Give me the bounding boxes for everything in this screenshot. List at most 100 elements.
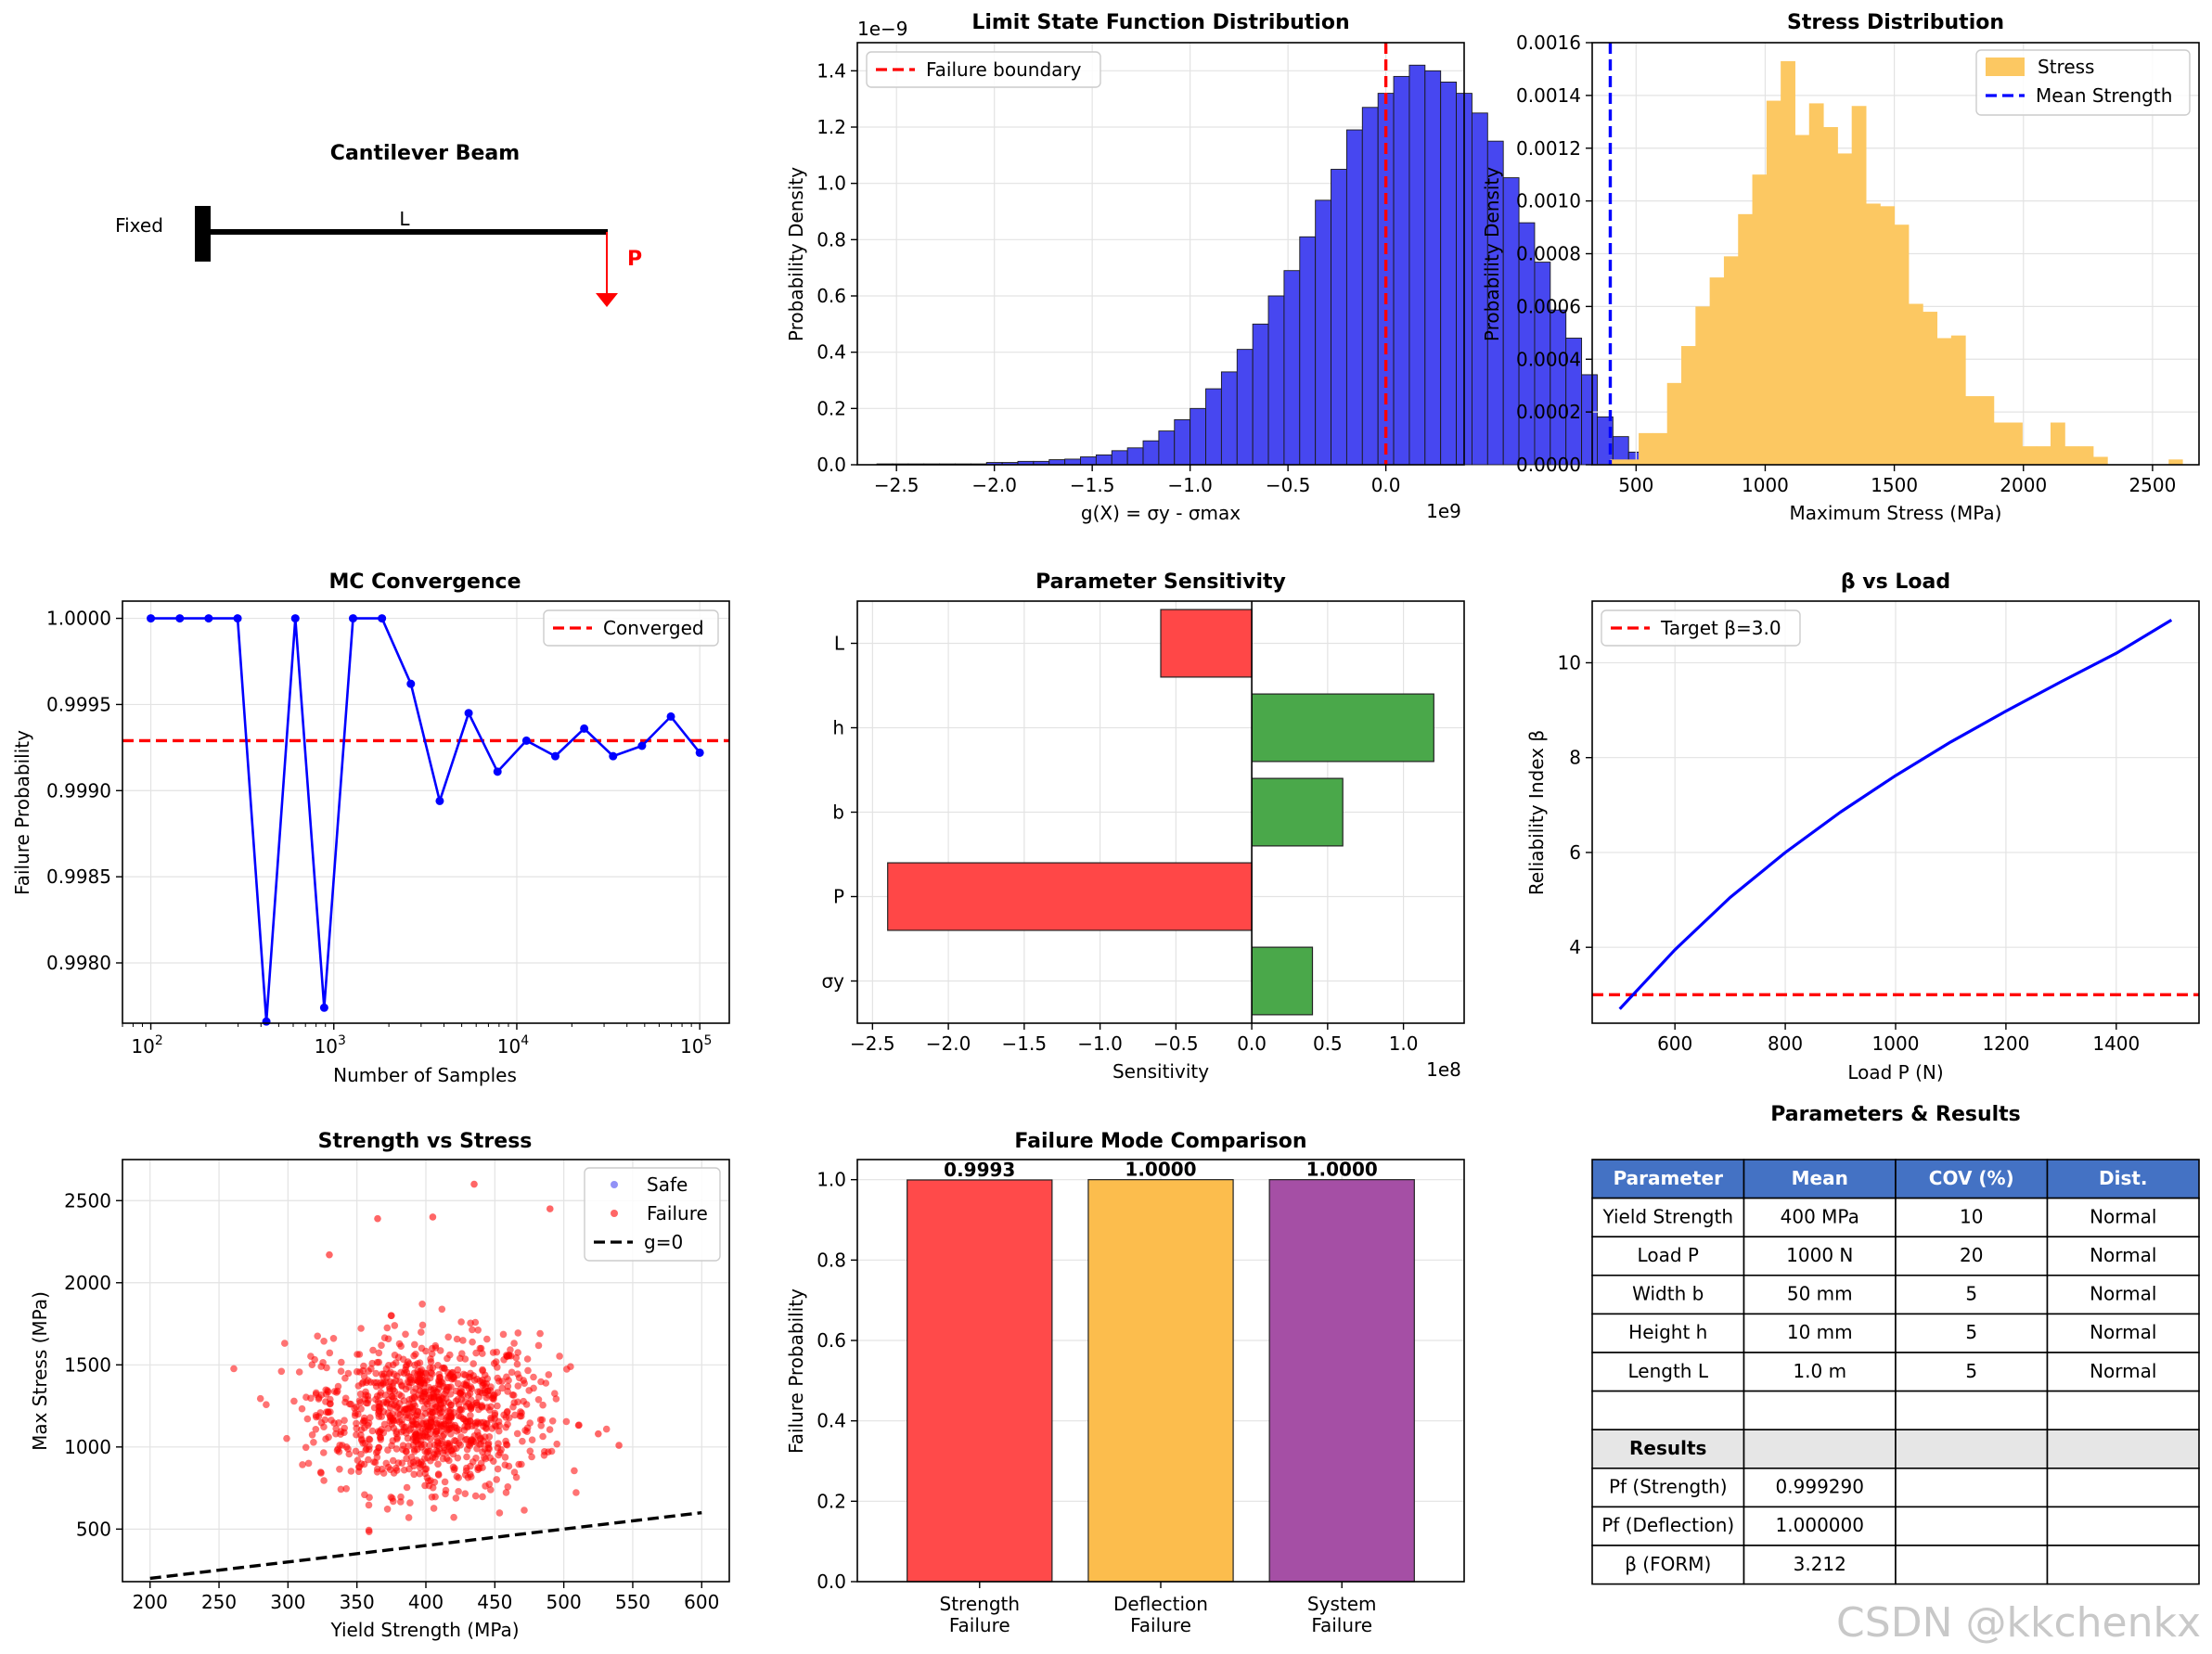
failure-point [452,1494,460,1502]
failure-point [542,1379,550,1387]
sensitivity-category-label: P [833,886,844,908]
failure-point [508,1368,516,1377]
limit-state-frame [856,42,1465,466]
stress-y-tick-label: 0.0006 [1516,295,1581,317]
table-cell-value: 400 MPa [1781,1205,1859,1227]
failure-point [337,1485,345,1494]
failure-point [379,1429,388,1437]
failure-point [406,1499,414,1507]
failure-point [453,1428,461,1435]
failure-point [474,1388,482,1396]
failure-point [359,1418,367,1427]
failure-point [378,1341,385,1350]
failure-point [615,1442,623,1449]
failure-point [524,1366,532,1375]
stress-histogram-bar [1639,432,1653,465]
limit-state-x-tick-label: −1.5 [1070,474,1115,496]
failure-point [403,1448,410,1455]
histogram-bar [1267,295,1285,466]
histogram-bar [1095,454,1112,466]
stress-histogram-bar [1950,335,1966,465]
limit-state-title: Limit State Function Distribution [971,11,1349,34]
stress-histogram-bar [2064,446,2080,465]
failure-point [453,1335,461,1343]
failure-point [326,1250,333,1259]
failure-point [397,1498,405,1506]
failure-point [372,1369,380,1378]
failure-point [455,1488,462,1495]
failure-point [445,1442,453,1451]
table-cell [1591,1352,1745,1392]
table-cell [1895,1468,2049,1508]
failure-point [479,1448,486,1456]
stress-x-tick-label: 1500 [1871,474,1918,496]
failure-point [534,1396,543,1404]
scatter-y-tick-label: 500 [76,1518,111,1540]
failure-point [429,1483,437,1492]
failure-point [449,1450,457,1458]
table-cell-value: Pf (Strength) [1609,1476,1728,1498]
failure-point [315,1393,323,1402]
failure-point [357,1460,366,1468]
limit-state-x-tick-label: −2.0 [971,474,1017,496]
table-cell [1895,1236,2049,1276]
histogram-bar [1048,459,1066,466]
failure-point [453,1472,461,1481]
failure-point [408,1421,416,1429]
failure-mode-bar [1087,1179,1234,1583]
failure-point [525,1387,533,1394]
failure-point [320,1338,328,1345]
sensitivity-x-tick-label: 1.0 [1389,1032,1419,1055]
table-cell-value: 0.999290 [1776,1476,1864,1498]
table-cell-value: 3.212 [1794,1553,1846,1575]
failure-point [388,1392,395,1400]
convergence-line [150,617,701,1022]
failure-point [386,1417,394,1425]
table-cell-value: Load P [1638,1244,1699,1266]
beta-y-tick-label: 4 [1569,936,1581,958]
table-cell-value: Normal [2090,1283,2156,1305]
failure-point [477,1434,484,1442]
failure-point [545,1371,553,1378]
histogram-bar [1283,270,1301,466]
table-cell-value: 1000 N [1786,1244,1853,1266]
failure-point [506,1414,513,1422]
stress-histogram-bar [1993,422,2009,465]
failure-point [481,1454,488,1461]
failure-point [514,1349,521,1356]
failure-mode-category-label: Strength [940,1593,1021,1615]
failure-point [472,1349,480,1357]
scatter-y-tick-label: 1500 [64,1353,111,1376]
failure-point [508,1391,517,1399]
sensitivity-x-tick-label: −0.5 [1153,1032,1199,1055]
table-cell [1743,1275,1897,1315]
stress-histogram-bar [1766,100,1781,465]
failure-point [352,1447,360,1455]
convergence-point [319,1003,328,1012]
failure-point [426,1442,433,1449]
limit-state-y-tick-label: 0.4 [817,341,846,364]
failure-point [477,1344,485,1353]
failure-point [304,1459,313,1468]
stress-histogram-bar [1738,213,1754,465]
failure-point [353,1425,361,1432]
failure-point [481,1371,489,1379]
convergence-title: MC Convergence [328,571,521,594]
table-cell [2046,1506,2200,1546]
table-cell-value: Length L [1628,1360,1709,1382]
failure-point [365,1367,372,1375]
failure-point [354,1351,361,1358]
failure-point [341,1394,350,1403]
failure-point [312,1426,320,1433]
failure-point [551,1390,559,1397]
table-cell [2046,1197,2200,1237]
convergence-point [378,614,387,623]
scatter-x-tick-label: 400 [408,1591,444,1613]
failure-point [392,1377,400,1384]
stress-histogram-bar [1865,203,1881,465]
limit-state-xlabel: g(X) = σy - σmax [1081,502,1241,524]
sensitivity-category-label: L [834,633,845,655]
failure-point [539,1432,547,1441]
failure-point [446,1391,455,1398]
